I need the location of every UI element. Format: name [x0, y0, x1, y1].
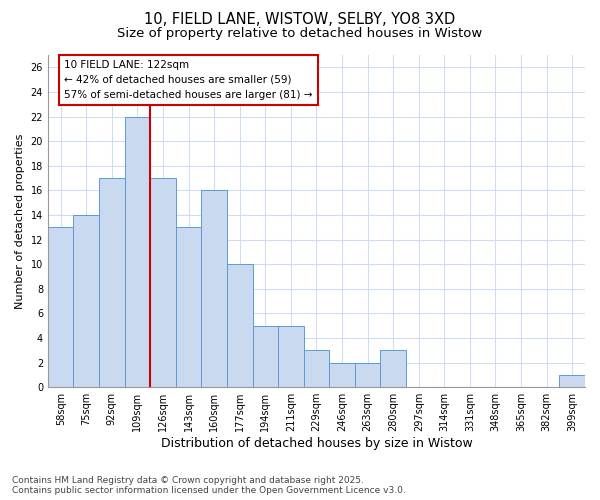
Text: 10 FIELD LANE: 122sqm
← 42% of detached houses are smaller (59)
57% of semi-deta: 10 FIELD LANE: 122sqm ← 42% of detached …	[64, 60, 313, 100]
Bar	[329, 362, 355, 387]
Y-axis label: Number of detached properties: Number of detached properties	[15, 134, 25, 309]
Bar	[380, 350, 406, 387]
Text: Contains HM Land Registry data © Crown copyright and database right 2025.
Contai: Contains HM Land Registry data © Crown c…	[12, 476, 406, 495]
Bar	[125, 116, 150, 387]
Bar	[150, 178, 176, 387]
Bar	[355, 362, 380, 387]
Bar	[176, 228, 202, 387]
Bar	[227, 264, 253, 387]
X-axis label: Distribution of detached houses by size in Wistow: Distribution of detached houses by size …	[161, 437, 472, 450]
Text: 10, FIELD LANE, WISTOW, SELBY, YO8 3XD: 10, FIELD LANE, WISTOW, SELBY, YO8 3XD	[145, 12, 455, 28]
Bar	[304, 350, 329, 387]
Bar	[559, 375, 585, 387]
Bar	[278, 326, 304, 387]
Bar	[48, 228, 73, 387]
Text: Size of property relative to detached houses in Wistow: Size of property relative to detached ho…	[118, 28, 482, 40]
Bar	[99, 178, 125, 387]
Bar	[253, 326, 278, 387]
Bar	[202, 190, 227, 387]
Bar	[73, 215, 99, 387]
